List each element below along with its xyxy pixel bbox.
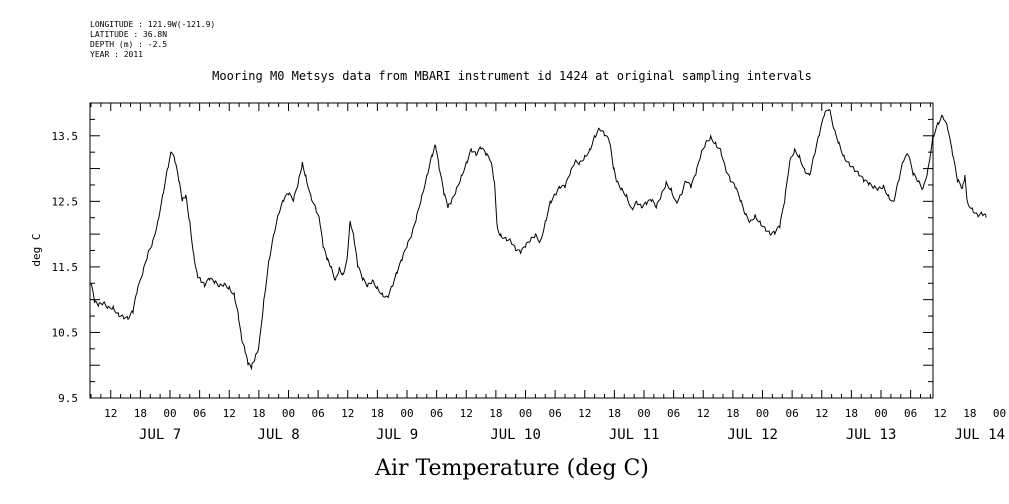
y-tick-label: 10.5 [52, 326, 79, 339]
x-tick-label: 00 [519, 407, 532, 420]
x-tick-label: 18 [845, 407, 858, 420]
x-tick-label: 00 [993, 407, 1006, 420]
y-tick-label: 13.5 [52, 130, 79, 143]
chart-title: Mooring M0 Metsys data from MBARI instru… [212, 69, 812, 83]
x-tick-label: 06 [904, 407, 917, 420]
x-tick-label: 18 [134, 407, 147, 420]
x-tick-label: 06 [430, 407, 443, 420]
day-label: JUL 7 [139, 427, 181, 443]
y-tick-label: 11.5 [52, 261, 79, 274]
x-tick-label: 12 [341, 407, 354, 420]
x-tick-label: 06 [667, 407, 680, 420]
x-tick-label: 12 [223, 407, 236, 420]
x-tick-label: 12 [578, 407, 591, 420]
x-tick-label: 12 [815, 407, 828, 420]
x-tick-label: 06 [549, 407, 562, 420]
x-tick-label: 18 [726, 407, 739, 420]
latitude-text: LATITUDE : 36.8N [90, 30, 168, 39]
x-tick-label: 06 [786, 407, 799, 420]
x-tick-label: 18 [963, 407, 976, 420]
metadata-block: LONGITUDE : 121.9W(-121.9) LATITUDE : 36.… [90, 20, 215, 60]
day-label: JUL 14 [954, 427, 1005, 443]
x-tick-labels: 12 18 00 06 12 18 00 06 12 18 00 06 12 18 00 06 12 18 00 06… [104, 407, 1006, 420]
x-tick-label: 18 [489, 407, 502, 420]
x-tick-label: 18 [252, 407, 265, 420]
day-label: JUL 8 [258, 427, 300, 443]
axis-ticks [90, 102, 933, 399]
x-tick-label: 00 [637, 407, 650, 420]
y-tick-label: 12.5 [52, 195, 79, 208]
x-tick-label: 18 [371, 407, 384, 420]
series-line [90, 108, 987, 371]
y-tick-label: 9.5 [58, 392, 78, 405]
day-label: JUL 11 [609, 427, 660, 443]
x-axis-label: Air Temperature (deg C) [374, 456, 649, 481]
x-tick-label: 00 [756, 407, 769, 420]
day-label: JUL 12 [727, 427, 778, 443]
day-label: JUL 10 [490, 427, 541, 443]
x-tick-label: 12 [934, 407, 947, 420]
x-tick-label: 00 [400, 407, 413, 420]
x-tick-label: 00 [282, 407, 295, 420]
x-tick-label: 12 [460, 407, 473, 420]
y-tick-labels: 9.5 10.5 11.5 12.5 13.5 [52, 130, 79, 405]
x-tick-label: 12 [104, 407, 117, 420]
x-tick-label: 18 [608, 407, 621, 420]
x-tick-label: 06 [312, 407, 325, 420]
longitude-text: LONGITUDE : 121.9W(-121.9) [90, 20, 216, 29]
x-tick-label: 00 [163, 407, 176, 420]
depth-text: DEPTH (m) : -2.5 [90, 40, 168, 49]
y-axis-label: deg C [30, 233, 43, 266]
x-tick-label: 06 [193, 407, 206, 420]
day-label: JUL 9 [376, 427, 418, 443]
year-text: YEAR : 2011 [90, 50, 143, 59]
day-label: JUL 13 [846, 427, 897, 443]
plot-frame [89, 102, 934, 399]
x-tick-label: 12 [697, 407, 710, 420]
day-labels: JUL 7 JUL 8 JUL 9 JUL 10 JUL 11 JUL 12 JUL 13 J… [139, 427, 1005, 443]
x-tick-label: 00 [874, 407, 887, 420]
